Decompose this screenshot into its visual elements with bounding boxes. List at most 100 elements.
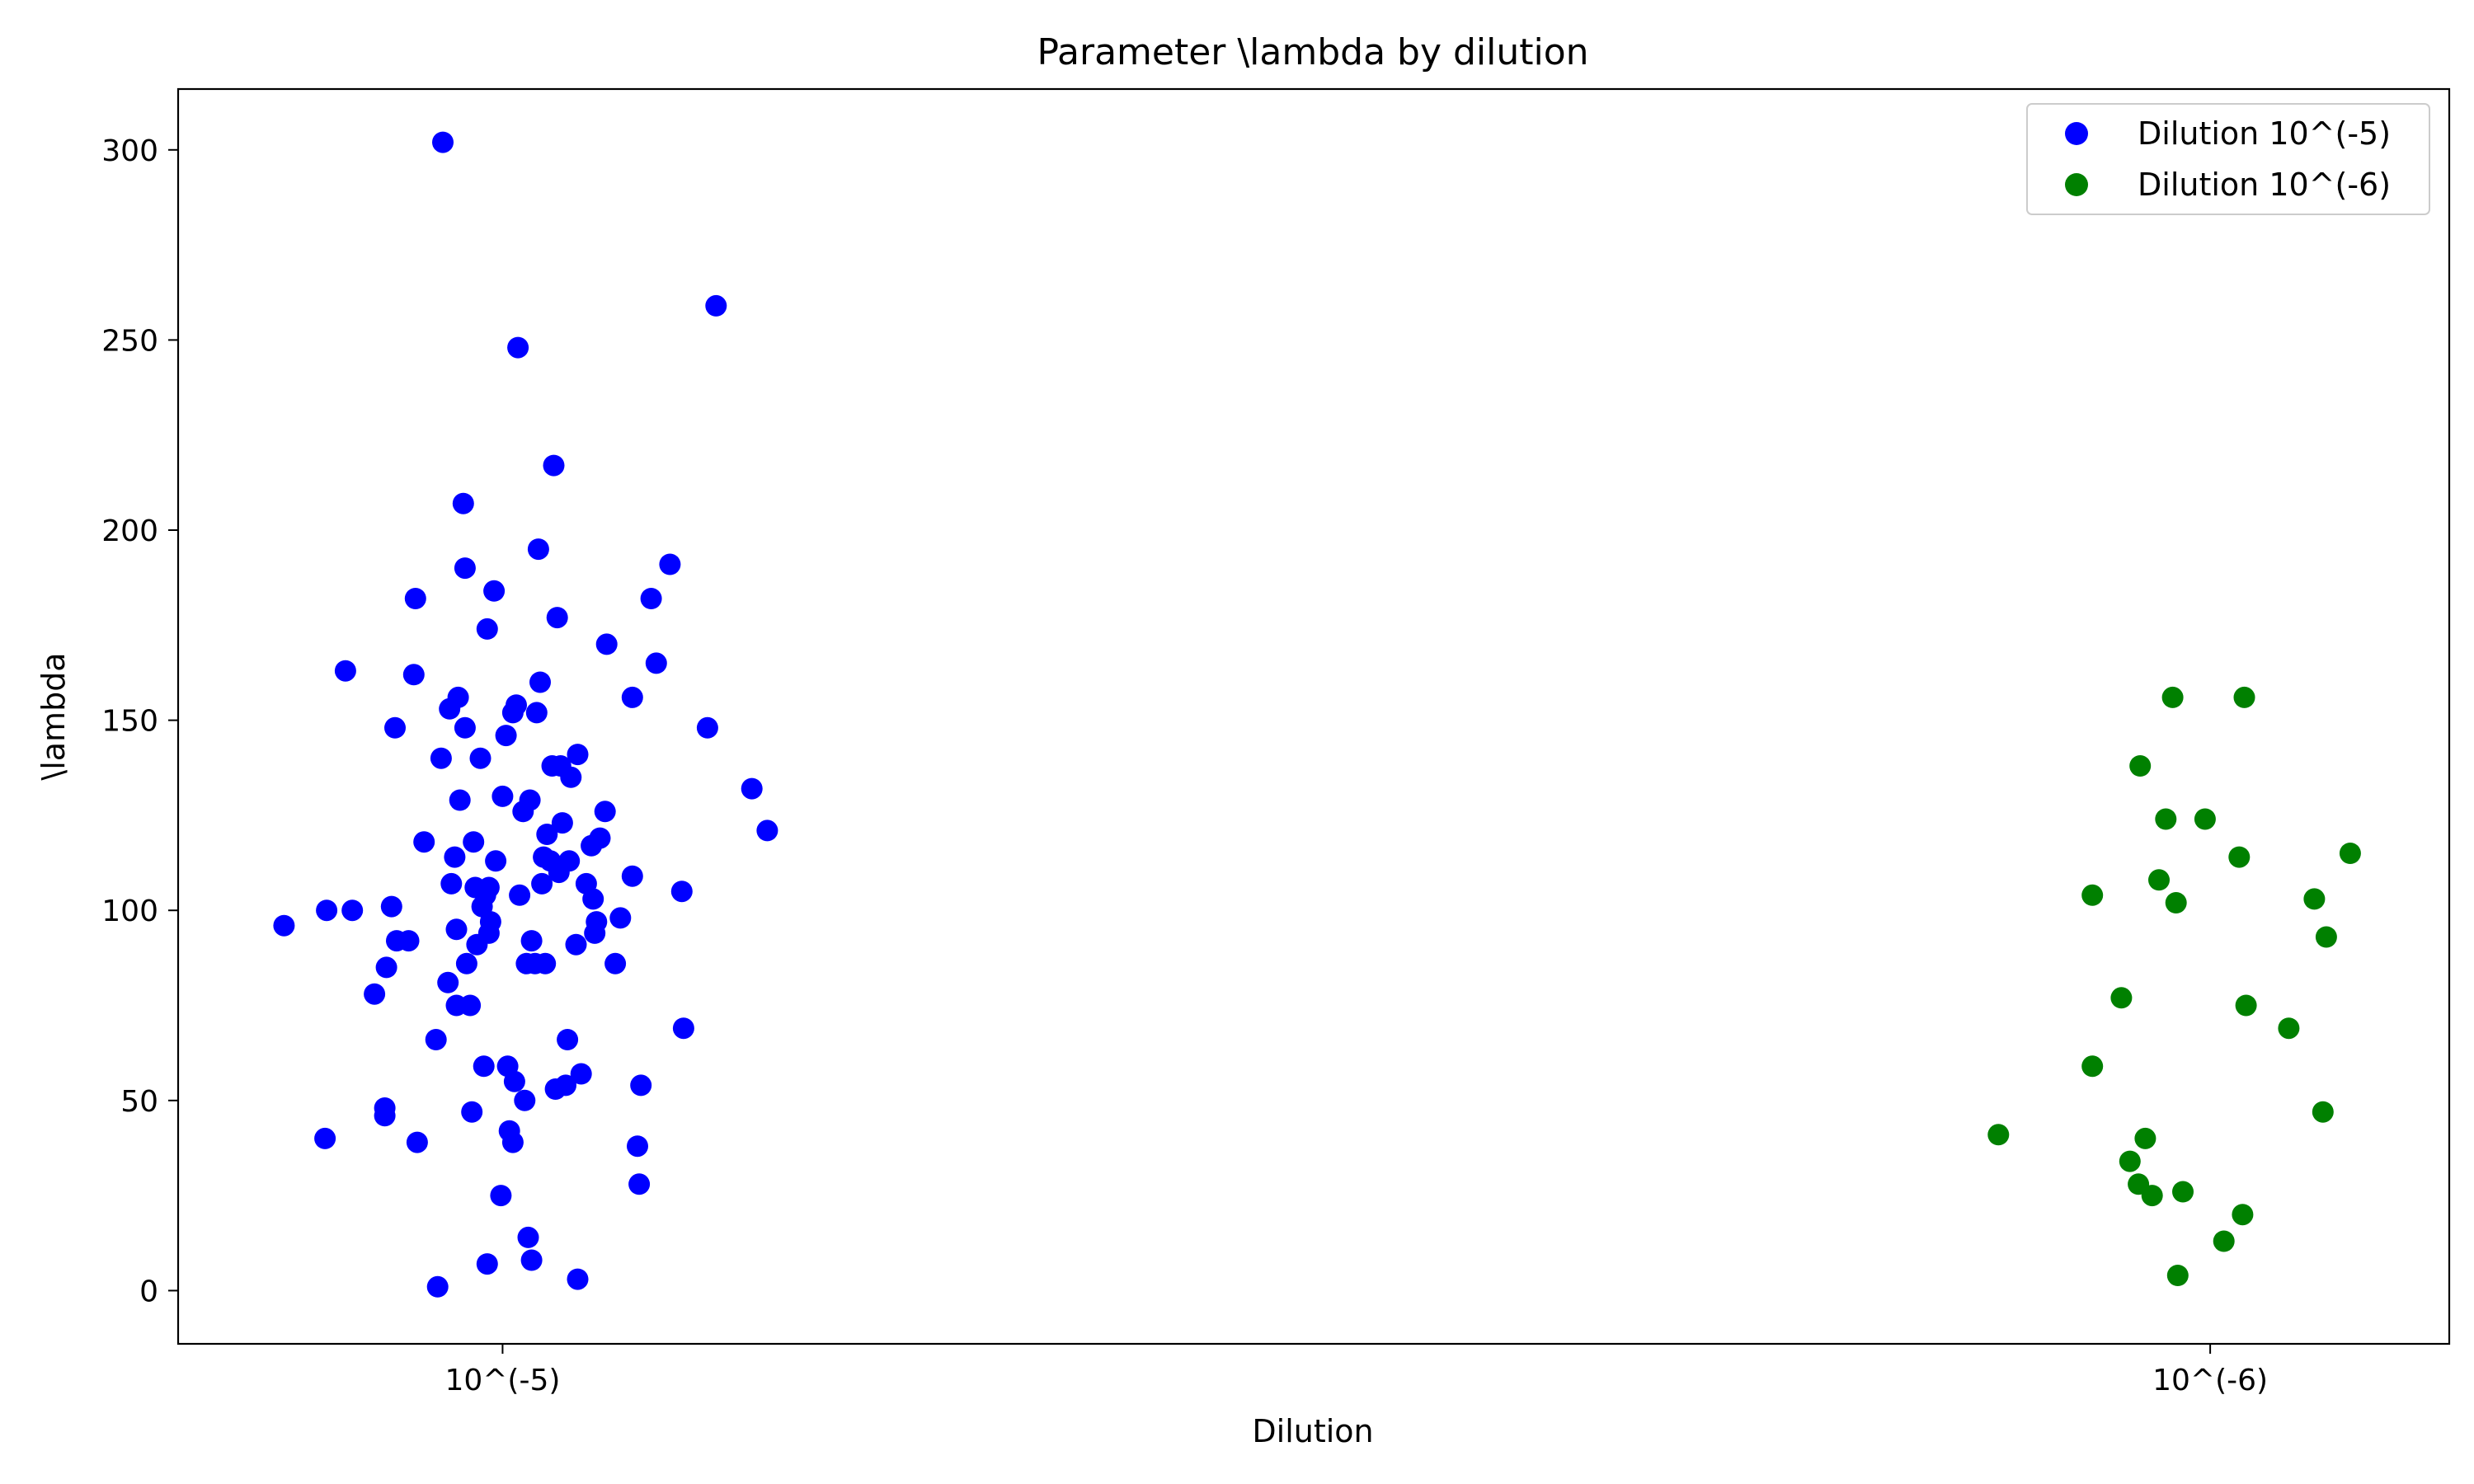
point-series-0	[461, 1101, 483, 1123]
legend-label-dilution-5: Dilution 10^(-5)	[2138, 115, 2391, 152]
point-series-1	[2110, 987, 2133, 1009]
point-series-0	[520, 930, 543, 952]
point-series-0	[476, 1253, 498, 1275]
point-series-0	[426, 1275, 449, 1298]
point-series-0	[507, 336, 529, 359]
point-series-0	[645, 652, 667, 674]
point-series-0	[536, 824, 558, 845]
point-series-0	[406, 1131, 428, 1153]
point-series-0	[440, 872, 463, 895]
point-series-0	[445, 918, 468, 941]
point-series-0	[473, 1055, 495, 1078]
point-series-0	[558, 850, 581, 872]
point-series-0	[503, 1070, 525, 1092]
point-series-0	[567, 744, 589, 766]
point-series-0	[477, 876, 500, 899]
point-series-1	[2303, 888, 2326, 910]
point-series-1	[2228, 846, 2251, 868]
y-tick-label: 100	[101, 895, 158, 928]
point-series-0	[567, 1268, 589, 1290]
point-series-0	[501, 1131, 524, 1153]
legend-marker-dilution-6	[2065, 173, 2088, 196]
point-series-0	[670, 881, 693, 903]
point-series-0	[463, 831, 485, 853]
y-tick-label: 200	[101, 514, 158, 548]
point-series-0	[375, 956, 397, 979]
legend-label-dilution-6: Dilution 10^(-6)	[2138, 167, 2391, 203]
x-tick-label: 10^(-6)	[2152, 1364, 2268, 1397]
point-series-0	[452, 492, 474, 514]
point-series-1	[2081, 1055, 2104, 1078]
legend-marker-dilution-5	[2065, 122, 2088, 145]
y-tick-label: 150	[101, 705, 158, 739]
point-series-0	[557, 1029, 579, 1050]
point-series-0	[447, 686, 469, 708]
point-series-0	[316, 899, 338, 922]
point-series-1	[2232, 1204, 2254, 1226]
point-series-0	[546, 607, 568, 629]
point-series-0	[334, 660, 356, 682]
point-series-0	[560, 766, 582, 788]
point-series-0	[595, 633, 618, 655]
point-series-1	[2129, 755, 2152, 777]
point-series-0	[756, 819, 778, 842]
point-series-0	[455, 952, 477, 974]
point-series-0	[531, 872, 553, 895]
point-series-0	[402, 664, 425, 686]
point-series-1	[2172, 1181, 2194, 1203]
point-series-0	[479, 911, 501, 933]
point-series-0	[527, 538, 549, 561]
point-series-0	[565, 933, 587, 956]
point-series-0	[437, 971, 459, 993]
point-series-0	[492, 785, 514, 807]
y-tick-label: 50	[120, 1085, 158, 1119]
y-axis: 0 50 100 150 200 250 300	[101, 134, 178, 1308]
y-tick-label: 0	[139, 1275, 158, 1308]
point-series-0	[609, 907, 632, 929]
point-series-0	[672, 1017, 694, 1040]
point-series-0	[425, 1029, 447, 1050]
point-series-0	[454, 716, 476, 739]
point-series-1	[2165, 892, 2187, 913]
legend-box	[2026, 103, 2430, 215]
point-series-0	[514, 1089, 536, 1111]
point-series-0	[705, 294, 727, 317]
chart-title: Parameter \lambda by dilution	[1037, 31, 1588, 73]
point-series-0	[555, 1074, 576, 1097]
point-series-1	[1987, 1124, 2010, 1146]
point-series-0	[485, 850, 507, 872]
point-series-0	[520, 1249, 543, 1271]
point-series-1	[2235, 994, 2257, 1017]
point-series-1	[2213, 1230, 2235, 1252]
point-series-0	[444, 846, 466, 868]
point-series-0	[506, 694, 527, 716]
points-layer	[273, 131, 2361, 1298]
point-series-0	[469, 747, 492, 769]
x-tick-label: 10^(-5)	[444, 1364, 560, 1397]
point-series-0	[384, 716, 406, 739]
point-series-0	[454, 557, 476, 580]
point-series-0	[490, 1185, 512, 1207]
point-series-0	[517, 1226, 539, 1248]
point-series-0	[741, 777, 763, 800]
point-series-1	[2161, 686, 2184, 708]
point-series-0	[364, 983, 386, 1005]
point-series-0	[459, 994, 482, 1017]
point-series-1	[2166, 1265, 2189, 1286]
point-series-1	[2278, 1017, 2300, 1040]
point-series-0	[404, 588, 426, 609]
point-series-0	[509, 884, 531, 906]
point-series-0	[495, 725, 517, 747]
point-series-1	[2119, 1150, 2141, 1172]
point-series-0	[483, 580, 506, 602]
point-series-0	[519, 789, 541, 811]
point-series-1	[2148, 869, 2170, 891]
point-series-0	[604, 952, 627, 974]
x-axis-label: Dilution	[1252, 1413, 1373, 1449]
legend: Dilution 10^(-5) Dilution 10^(-6)	[2026, 103, 2430, 215]
point-series-0	[534, 952, 557, 974]
point-series-1	[2134, 1127, 2157, 1149]
point-series-0	[413, 831, 435, 853]
point-series-0	[543, 454, 565, 477]
